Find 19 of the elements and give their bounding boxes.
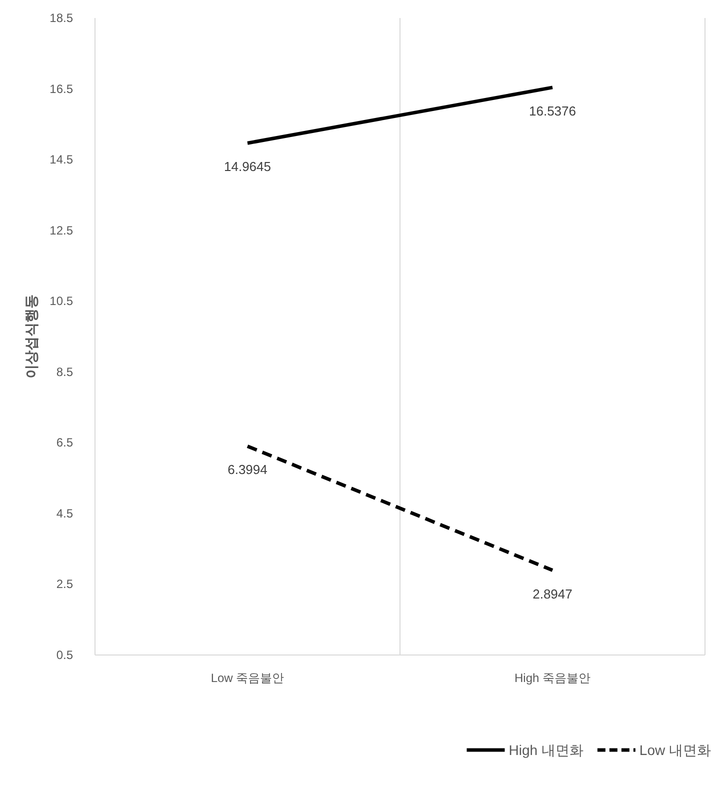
legend-label: High 내면화 (508, 742, 584, 758)
y-tick-label: 14.5 (50, 152, 74, 167)
x-tick-label: High 죽음불안 (514, 671, 591, 685)
legend-label: Low 내면화 (639, 742, 711, 758)
y-tick-label: 0.5 (56, 648, 74, 662)
y-tick-label: 2.5 (56, 577, 74, 592)
y-tick-label: 16.5 (50, 82, 74, 96)
data-label: 14.9645 (224, 159, 271, 174)
y-tick-label: 18.5 (50, 11, 74, 25)
data-label: 6.3994 (228, 462, 268, 478)
x-tick-label: Low 죽음불안 (210, 671, 284, 685)
y-axis-title: 이상섭식행동 (23, 294, 39, 378)
y-tick-label: 4.5 (56, 506, 74, 520)
y-tick-label: 6.5 (56, 436, 74, 450)
data-label: 16.5376 (529, 103, 576, 118)
y-tick-label: 8.5 (56, 364, 74, 379)
data-label: 2.8947 (532, 586, 572, 602)
y-tick-label: 10.5 (50, 294, 74, 308)
y-tick-label: 12.5 (50, 223, 74, 238)
